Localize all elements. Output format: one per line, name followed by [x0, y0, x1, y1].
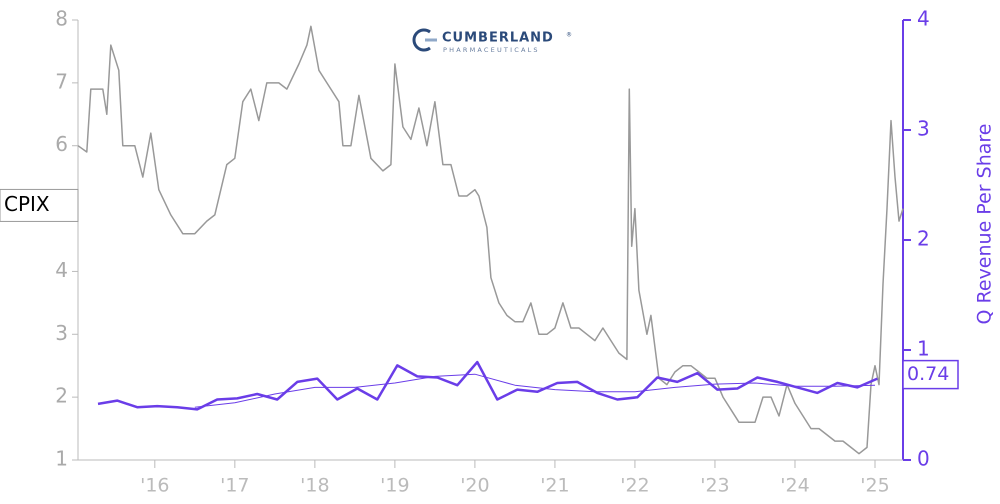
logo-sub: PHARMACEUTICALS: [443, 46, 540, 54]
x-tick-label: '21: [540, 475, 569, 497]
last-value-label: 0.74: [907, 363, 949, 385]
y2-tick-label: 2: [917, 227, 930, 251]
x-tick-label: '23: [700, 475, 729, 497]
y-tick-label: 6: [55, 132, 68, 156]
y-tick-label: 1: [55, 447, 68, 471]
x-tick-label: '24: [780, 475, 809, 497]
x-tick-label: '25: [860, 475, 889, 497]
x-tick-label: '18: [300, 475, 329, 497]
x-tick-label: '17: [220, 475, 249, 497]
ticker-box: [0, 188, 79, 222]
last-value-box: [902, 359, 959, 390]
logo-name: CUMBERLAND: [442, 31, 554, 46]
y-tick-label: 4: [55, 258, 68, 282]
series-line: [77, 25, 904, 455]
y2-tick-label: 3: [917, 117, 930, 141]
x-tick-label: '16: [140, 475, 169, 497]
x-tick-label: '22: [620, 475, 649, 497]
y-tick-label: 3: [55, 321, 68, 345]
y-tick-label: 8: [55, 7, 68, 31]
y2-tick-label: 0: [917, 447, 930, 471]
series-line: [97, 360, 878, 411]
y-tick-label: 2: [55, 384, 68, 408]
y2-tick-label: 1: [917, 337, 930, 361]
x-tick-label: '19: [380, 475, 409, 497]
logo: CUMBERLAND ® PHARMACEUTICALS: [412, 28, 572, 54]
ticker-label: CPIX: [4, 192, 50, 216]
logo-icon: [412, 28, 431, 52]
logo-mark: ®: [566, 32, 572, 39]
y-tick-label: 7: [55, 69, 68, 93]
series-line: [194, 373, 876, 408]
y2-tick-label: 4: [917, 7, 930, 31]
y2-axis-label: Q Revenue Per Share: [974, 124, 996, 325]
x-tick-label: '20: [460, 475, 489, 497]
